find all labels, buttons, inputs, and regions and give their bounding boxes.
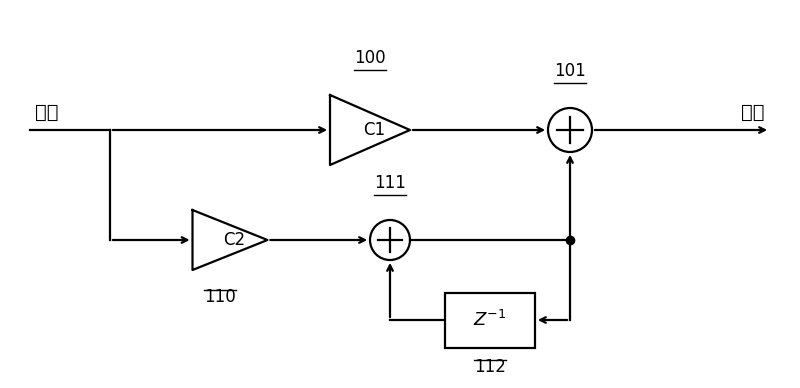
Text: 111: 111 <box>374 174 406 192</box>
Text: 100: 100 <box>354 49 386 67</box>
Text: 101: 101 <box>554 62 586 80</box>
Bar <box>445 293 535 348</box>
Text: $Z^{-1}$: $Z^{-1}$ <box>474 310 506 330</box>
Text: 110: 110 <box>204 288 236 306</box>
Text: 输入: 输入 <box>35 102 58 121</box>
Text: 112: 112 <box>474 357 506 376</box>
Text: 输出: 输出 <box>742 102 765 121</box>
Text: C2: C2 <box>222 231 245 249</box>
Text: C1: C1 <box>363 121 385 139</box>
